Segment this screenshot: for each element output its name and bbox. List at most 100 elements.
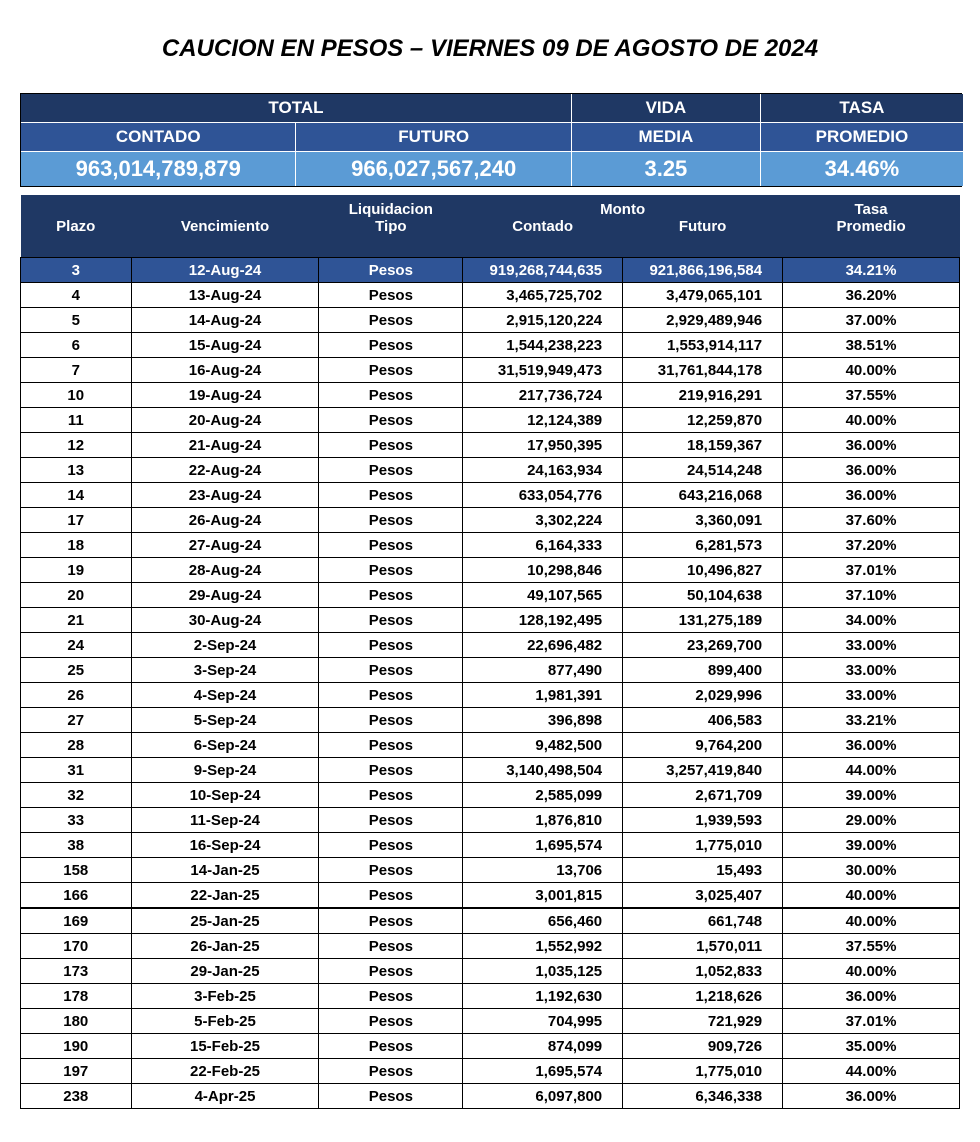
table-cell: 170 [21,934,132,959]
table-cell: 22-Jan-25 [131,883,319,909]
table-cell: 1,775,010 [623,1059,783,1084]
table-cell: 30-Aug-24 [131,608,319,633]
table-cell: 5-Feb-25 [131,1009,319,1034]
table-cell: Pesos [319,883,463,909]
table-row: 16925-Jan-25Pesos656,460661,74840.00% [21,908,960,934]
table-row: 1928-Aug-24Pesos10,298,84610,496,82737.0… [21,558,960,583]
table-cell: 6,346,338 [623,1084,783,1109]
table-cell: 39.00% [783,783,960,808]
table-row: 1120-Aug-24Pesos12,124,38912,259,87040.0… [21,408,960,433]
table-cell: 9-Sep-24 [131,758,319,783]
table-cell: 36.00% [783,433,960,458]
table-row: 615-Aug-24Pesos1,544,238,2231,553,914,11… [21,333,960,358]
table-cell: 26 [21,683,132,708]
table-cell: Pesos [319,984,463,1009]
table-cell: 13-Aug-24 [131,283,319,308]
table-cell: 3-Sep-24 [131,658,319,683]
table-row: 514-Aug-24Pesos2,915,120,2242,929,489,94… [21,308,960,333]
table-cell: Pesos [319,1009,463,1034]
table-cell: 30.00% [783,858,960,883]
table-cell: 1,570,011 [623,934,783,959]
table-cell: 33.00% [783,683,960,708]
table-cell: Pesos [319,408,463,433]
table-cell: 37.55% [783,934,960,959]
table-cell: 50,104,638 [623,583,783,608]
table-cell: Pesos [319,858,463,883]
table-cell: 219,916,291 [623,383,783,408]
table-cell: 1,695,574 [463,833,623,858]
table-cell: 40.00% [783,908,960,934]
table-cell: Pesos [319,458,463,483]
table-cell: 36.20% [783,283,960,308]
table-cell: 18,159,367 [623,433,783,458]
table-cell: 190 [21,1034,132,1059]
table-cell: 32 [21,783,132,808]
table-cell: Pesos [319,658,463,683]
col-contado: Contado [463,218,623,258]
table-cell: 921,866,196,584 [623,258,783,283]
table-cell: 40.00% [783,408,960,433]
table-cell: 29-Jan-25 [131,959,319,984]
table-row: 3816-Sep-24Pesos1,695,5741,775,01039.00% [21,833,960,858]
table-cell: 3-Feb-25 [131,984,319,1009]
table-row: 1726-Aug-24Pesos3,302,2243,360,09137.60% [21,508,960,533]
table-cell: 22-Aug-24 [131,458,319,483]
table-cell: 217,736,724 [463,383,623,408]
table-cell: 166 [21,883,132,909]
table-cell: 6,281,573 [623,533,783,558]
table-cell: 3,465,725,702 [463,283,623,308]
table-cell: 643,216,068 [623,483,783,508]
table-cell: 10-Sep-24 [131,783,319,808]
table-row: 264-Sep-24Pesos1,981,3912,029,99633.00% [21,683,960,708]
table-cell: 4-Apr-25 [131,1084,319,1109]
table-cell: 238 [21,1084,132,1109]
table-cell: Pesos [319,333,463,358]
table-cell: Pesos [319,959,463,984]
table-cell: 10 [21,383,132,408]
table-cell: 26-Aug-24 [131,508,319,533]
table-cell: 16-Aug-24 [131,358,319,383]
table-cell: Pesos [319,1059,463,1084]
table-row: 413-Aug-24Pesos3,465,725,7023,479,065,10… [21,283,960,308]
data-table: Liquidacion Monto Tasa Plazo Vencimiento… [20,195,960,1109]
table-cell: 2,929,489,946 [623,308,783,333]
table-cell: 13 [21,458,132,483]
table-cell: 2-Sep-24 [131,633,319,658]
table-row: 3210-Sep-24Pesos2,585,0992,671,70939.00% [21,783,960,808]
table-cell: 661,748 [623,908,783,934]
table-row: 17026-Jan-25Pesos1,552,9921,570,01137.55… [21,934,960,959]
table-cell: 36.00% [783,1084,960,1109]
table-row: 1322-Aug-24Pesos24,163,93424,514,24836.0… [21,458,960,483]
table-cell: 35.00% [783,1034,960,1059]
table-row: 2029-Aug-24Pesos49,107,56550,104,63837.1… [21,583,960,608]
table-cell: 656,460 [463,908,623,934]
col-vencimiento: Vencimiento [131,218,319,258]
table-cell: 40.00% [783,959,960,984]
table-row: 1783-Feb-25Pesos1,192,6301,218,62636.00% [21,984,960,1009]
table-cell: 406,583 [623,708,783,733]
table-row: 1805-Feb-25Pesos704,995721,92937.01% [21,1009,960,1034]
table-cell: Pesos [319,383,463,408]
table-cell: 12 [21,433,132,458]
table-cell: 169 [21,908,132,934]
table-cell: Pesos [319,558,463,583]
table-cell: 39.00% [783,833,960,858]
table-cell: 37.60% [783,508,960,533]
table-cell: 15-Feb-25 [131,1034,319,1059]
table-cell: 3,360,091 [623,508,783,533]
table-cell: 3,479,065,101 [623,283,783,308]
table-row: 716-Aug-24Pesos31,519,949,47331,761,844,… [21,358,960,383]
table-cell: 36.00% [783,733,960,758]
table-cell: 21 [21,608,132,633]
table-cell: Pesos [319,934,463,959]
table-row: 17329-Jan-25Pesos1,035,1251,052,83340.00… [21,959,960,984]
table-cell: 197 [21,1059,132,1084]
table-cell: 38.51% [783,333,960,358]
table-cell: 18 [21,533,132,558]
total-header: TOTAL [21,94,571,123]
table-cell: 1,553,914,117 [623,333,783,358]
table-row: 19722-Feb-25Pesos1,695,5741,775,01044.00… [21,1059,960,1084]
table-cell: Pesos [319,1084,463,1109]
table-cell: Pesos [319,683,463,708]
table-cell: 1,052,833 [623,959,783,984]
